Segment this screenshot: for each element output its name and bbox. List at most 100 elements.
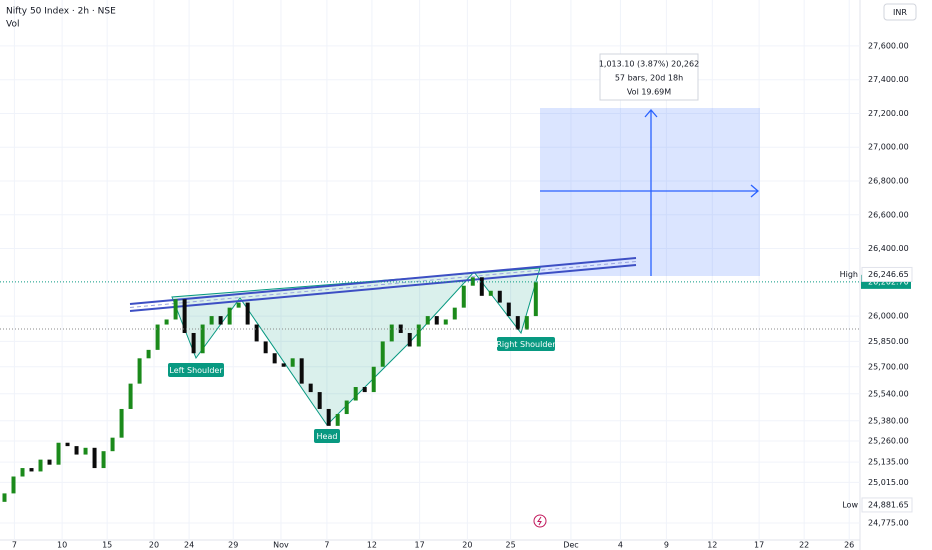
- y-tick-label: 26,600.00: [868, 210, 909, 219]
- event-icon[interactable]: [533, 514, 547, 528]
- y-tick-label: 24,775.00: [868, 518, 909, 527]
- price-bar: [452, 307, 457, 320]
- price-bar: [74, 446, 79, 455]
- x-tick-label: 7: [324, 541, 329, 550]
- y-tick-label: 25,135.00: [868, 458, 909, 467]
- y-tick-label: 25,540.00: [868, 389, 909, 398]
- x-tick-label: 10: [57, 541, 67, 550]
- neckline-mid: [129, 261, 637, 308]
- price-tag-value: 26,246.65: [868, 270, 909, 279]
- x-tick-label: 29: [228, 541, 238, 550]
- price-bar: [506, 302, 511, 317]
- y-tick-label: 27,400.00: [868, 75, 909, 84]
- y-tick-label: 26,800.00: [868, 177, 909, 186]
- x-tick-label: 12: [367, 541, 377, 550]
- price-bars: [2, 277, 538, 502]
- currency-box[interactable]: [883, 3, 917, 21]
- label-bg: [168, 363, 224, 377]
- price-bar: [38, 459, 43, 472]
- x-tick-label: 26: [844, 541, 854, 550]
- x-tick-label: 17: [754, 541, 764, 550]
- price-bar: [290, 358, 295, 367]
- pattern-label: Head: [317, 432, 338, 441]
- price-bar: [515, 316, 520, 330]
- price-bar: [488, 290, 493, 296]
- price-bar: [2, 493, 7, 502]
- price-bar: [83, 447, 88, 455]
- y-tick-label: 27,600.00: [868, 41, 909, 50]
- price-bar: [524, 316, 529, 330]
- arrow-head: [644, 109, 658, 118]
- price-bar: [56, 442, 61, 465]
- price-bar: [218, 316, 223, 325]
- price-tag-name: High: [840, 270, 858, 279]
- measure-text: Vol 19.69M: [627, 88, 671, 97]
- price-bar: [11, 476, 16, 494]
- price-bar: [101, 451, 106, 469]
- x-tick-label: 20: [149, 541, 159, 550]
- measure-text: 1,013.10 (3.87%) 20,262: [599, 60, 699, 69]
- chart-title: Nifty 50 Index · 2h · NSE: [6, 7, 116, 17]
- price-bar: [236, 302, 241, 308]
- x-tick-label: 7: [12, 541, 17, 550]
- price-bar: [344, 400, 349, 415]
- grid: [0, 0, 860, 540]
- x-tick-label: 17: [415, 541, 425, 550]
- x-tick-label: Nov: [273, 541, 289, 550]
- price-bar: [533, 282, 538, 317]
- x-tick-label: 20: [462, 541, 472, 550]
- arrow-head: [750, 184, 759, 198]
- x-tick-label: 22: [799, 541, 809, 550]
- y-tick-label: 25,260.00: [868, 437, 909, 446]
- price-bar: [407, 332, 412, 347]
- price-bar: [434, 316, 439, 325]
- pattern-label: Right Shoulder: [496, 340, 556, 349]
- price-bar: [308, 383, 313, 393]
- pattern-label: Left Shoulder: [169, 366, 223, 375]
- price-bar: [326, 408, 331, 426]
- x-tick-label: 24: [184, 541, 194, 550]
- price-bar: [227, 307, 232, 325]
- price-bar: [272, 353, 277, 364]
- price-bar: [443, 319, 448, 325]
- y-tick-label: 27,000.00: [868, 143, 909, 152]
- price-bar: [146, 349, 151, 359]
- event-bolt: [537, 516, 542, 526]
- price-bar: [137, 358, 142, 384]
- price-bar: [461, 285, 466, 308]
- price-bar: [335, 414, 340, 426]
- price-tag-value: 24,881.65: [868, 500, 909, 509]
- y-tick-label: 26,400.00: [868, 244, 909, 253]
- price-bar: [110, 437, 115, 452]
- price-tag-name: Low: [842, 500, 858, 509]
- price-bar: [20, 468, 25, 477]
- price-bar: [164, 319, 169, 325]
- currency: INR: [893, 8, 907, 17]
- y-tick-label: 25,015.00: [868, 478, 909, 487]
- price-bar: [398, 324, 403, 333]
- chart-subtitle: Vol: [6, 20, 19, 30]
- price-bar: [371, 366, 376, 393]
- price-bar: [380, 341, 385, 367]
- price-bar: [254, 324, 259, 342]
- price-bar: [281, 363, 286, 367]
- price-tag-bg: [861, 266, 913, 282]
- neckline: [129, 264, 637, 312]
- price-bar: [479, 277, 484, 296]
- y-tick-label: 25,850.00: [868, 337, 909, 346]
- price-bar: [389, 324, 394, 342]
- label-bg: [314, 429, 340, 443]
- x-tick-label: Dec: [563, 541, 578, 550]
- price-tag-bg: [861, 497, 913, 513]
- x-tick-label: 4: [618, 541, 623, 550]
- y-tick-label: 25,700.00: [868, 362, 909, 371]
- price-bar: [425, 316, 430, 325]
- price-bar: [416, 324, 421, 347]
- price-bar: [317, 392, 322, 409]
- price-bar: [497, 290, 502, 303]
- x-tick-label: 9: [664, 541, 669, 550]
- y-tick-label: 26,000.00: [868, 312, 909, 321]
- price-bar: [47, 459, 52, 465]
